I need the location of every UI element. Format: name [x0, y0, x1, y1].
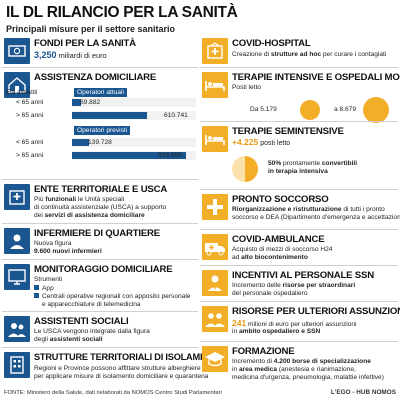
enti-line2: di continuità assistenziale (USCA) a sup…: [34, 204, 167, 211]
staff-icon: [202, 306, 228, 332]
attuali-label: Operatori attuali: [74, 88, 127, 97]
pronto-title: PRONTO SOCCORSO: [232, 194, 329, 205]
infermiere-line2: 9.600 nuovi infermieri: [34, 248, 102, 255]
terapie-to-label: a 8.679: [334, 106, 356, 113]
pie-slice: [245, 156, 258, 182]
covid-hospital-title: COVID-HOSPITAL: [232, 38, 311, 49]
section-assistenza: ASSISTENZA DOMICILIARE Età assistiti Ope…: [2, 70, 198, 180]
monitoraggio-line1: Strumenti: [34, 276, 63, 283]
section-ambulance: COVID-AMBULANCE Acquisto di mezzi di soc…: [200, 232, 398, 266]
previsti-age-2: > 65 anni: [16, 152, 44, 159]
risorse-value: 241: [232, 318, 247, 328]
ambulance-line1: Acquisto di mezzi di soccorso H24: [232, 246, 333, 253]
infermiere-line1: Nuova figura: [34, 240, 72, 247]
bar-previsti-1-label: 139.728: [88, 139, 112, 146]
terapie-from-label: Da 5.179: [250, 106, 277, 113]
section-incentivi: INCENTIVI AL PERSONALE SSN Incremento de…: [200, 268, 398, 302]
monitoraggio-item2a: Centrali operative regionali con apposit…: [42, 293, 191, 300]
bar-previsti-1: [72, 139, 90, 146]
bar-attuali-1-label: 69.882: [80, 99, 101, 106]
incentivi-title: INCENTIVI AL PERSONALE SSN: [232, 270, 374, 281]
bubble-to: [363, 97, 389, 123]
strutture-line2: per applicare misure di isolamento domic…: [34, 373, 209, 380]
section-fondi: FONDI PER LA SANITÀ 3,250 miliardi di eu…: [2, 36, 198, 68]
page-subtitle: Principali misure per il settore sanitar…: [6, 24, 176, 34]
graduation-icon: [202, 346, 228, 372]
footer-source: FONTE: Ministero della Salute, dati riel…: [4, 390, 222, 396]
bubble-from: [299, 99, 321, 121]
attuali-age-1: < 65 anni: [16, 99, 44, 106]
bar-attuali-2: [72, 112, 148, 119]
bar-attuali-1: [72, 99, 81, 106]
money-icon: [4, 38, 30, 64]
bar-attuali-2-label: 610.741: [164, 112, 188, 119]
incentivi-line2: del personale ospedaliero: [232, 290, 308, 297]
semintensive-title: TERAPIE SEMINTENSIVE: [232, 126, 344, 137]
semintensive-value: +4.225: [232, 137, 259, 147]
nurse-icon: [4, 228, 30, 254]
fondi-title: FONDI PER LA SANITÀ: [34, 38, 136, 49]
enti-title: ENTE TERRITORIALE E USCA: [34, 184, 168, 195]
attuali-age-2: > 65 anni: [16, 112, 44, 119]
section-pronto: PRONTO SOCCORSO Riorganizzazione e ristr…: [200, 192, 400, 230]
previsti-label: Operatori previsti: [74, 126, 131, 135]
section-formazione: FORMAZIONE Incremento di 4.200 borse di …: [200, 344, 398, 390]
hospital-icon: [4, 184, 30, 210]
bed-icon: [202, 126, 228, 152]
bar-previsti-2: [72, 152, 187, 159]
section-covid-hospital: COVID-HOSPITAL Creazione di strutture ad…: [200, 36, 398, 68]
section-enti: ENTE TERRITORIALE E USCA Più funzionali …: [2, 182, 198, 224]
section-infermiere: INFERMIERE DI QUARTIERE Nuova figura 9.6…: [2, 226, 198, 260]
social-worker-icon: [4, 316, 30, 342]
medic-icon: [202, 270, 228, 296]
section-assistenti: ASSISTENTI SOCIALI Le USCA vengono integ…: [2, 314, 198, 348]
bar-previsti-2-label: 923.500: [158, 152, 182, 159]
eta-label: Età assistiti: [6, 89, 38, 96]
monitoraggio-item2b: e apparecchiature di telemedicina: [42, 301, 141, 308]
strutture-line1: Regioni e Province possono affittare str…: [34, 365, 201, 372]
ambulance-title: COVID-AMBULANCE: [232, 234, 325, 245]
house-icon: [4, 72, 30, 98]
section-risorse: RISORSE PER ULTERIORI ASSUNZIONI 241 mil…: [200, 304, 400, 342]
fondi-unit: miliardi di euro: [58, 51, 107, 60]
strutture-title: STRUTTURE TERRITORIALI DI ISOLAMENTO: [34, 352, 225, 362]
section-terapie: TERAPIE INTENSIVE E OSPEDALI MOBILI Post…: [200, 70, 400, 123]
covid-hospital-icon: [202, 38, 228, 64]
ambulance-icon: [202, 234, 228, 260]
assistenza-title: ASSISTENZA DOMICILIARE: [34, 72, 157, 83]
previsti-age-1: < 65 anni: [16, 139, 44, 146]
infermiere-title: INFERMIERE DI QUARTIERE: [34, 228, 160, 239]
emergency-icon: [202, 194, 228, 220]
section-monitoraggio: MONITORAGGIO DOMICILIARE Strumenti App C…: [2, 262, 198, 312]
section-strutture: STRUTTURE TERRITORIALI DI ISOLAMENTO Reg…: [2, 350, 225, 388]
semintensive-pct-d: in terapia intensiva: [268, 168, 328, 175]
monitor-icon: [4, 264, 30, 290]
terapie-posti: Posti letto: [232, 84, 261, 91]
monitoraggio-item1: App: [42, 285, 54, 292]
monitoraggio-title: MONITORAGGIO DOMICILIARE: [34, 264, 173, 275]
page-title: IL DL RILANCIO PER LA SANITÀ: [6, 4, 238, 21]
formazione-line3: medicina d'urgenza, pneumologia, malatti…: [232, 374, 384, 381]
assistenti-line1: Le USCA vengono integrate dalla figura: [34, 328, 150, 335]
section-semintensive: TERAPIE SEMINTENSIVE +4.225 posti letto …: [200, 124, 398, 190]
footer-brand: L'EGO - HUB NOMOS: [330, 389, 396, 396]
pronto-line2: soccorso e DEA (Dipartimento d'emergenza…: [232, 214, 400, 221]
building-icon: [4, 352, 30, 378]
semintensive-pie: [232, 156, 258, 182]
risorse-title: RISORSE PER ULTERIORI ASSUNZIONI: [232, 306, 400, 317]
hospital-bed-icon: [202, 72, 228, 98]
formazione-title: FORMAZIONE: [232, 346, 295, 357]
terapie-title: TERAPIE INTENSIVE E OSPEDALI MOBILI: [232, 72, 400, 83]
fondi-value: 3,250: [34, 50, 57, 60]
assistenti-title: ASSISTENTI SOCIALI: [34, 316, 129, 327]
